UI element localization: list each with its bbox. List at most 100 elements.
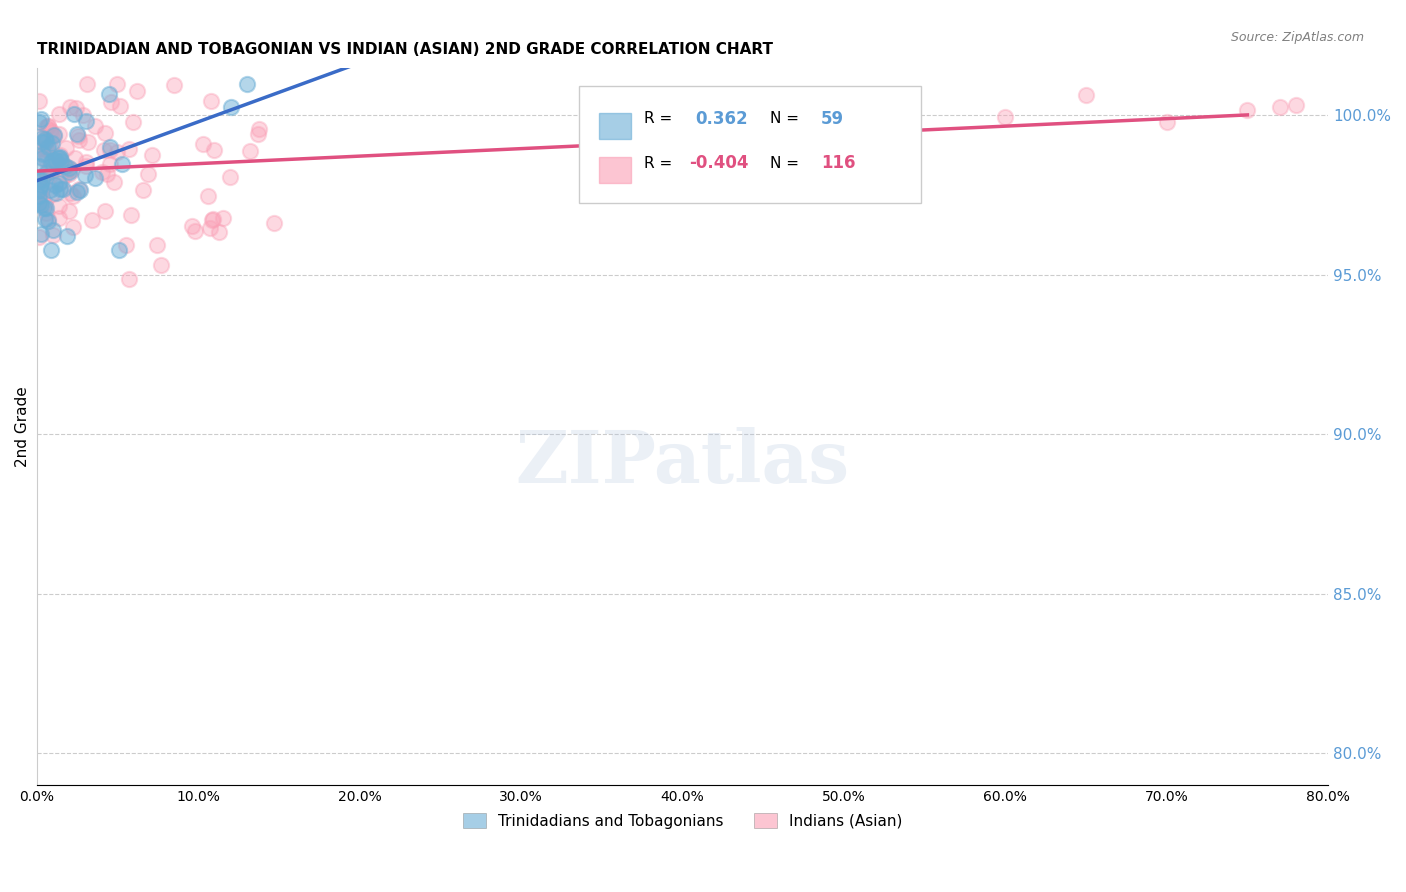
Point — [35, 166, 58, 180]
Point — [27, 173, 49, 187]
Point — [51, 174, 73, 188]
Point — [38, 183, 60, 197]
Point — [27, 159, 49, 173]
Point — [48, 151, 70, 165]
Point — [49, 182, 72, 196]
Point — [94, 203, 117, 218]
Point — [37, 143, 59, 157]
Point — [39, 126, 62, 140]
Point — [37, 214, 59, 228]
Point — [48, 150, 70, 164]
Point — [198, 220, 221, 235]
Point — [42, 222, 65, 236]
Point — [141, 148, 163, 162]
Point — [98, 157, 121, 171]
Point — [34, 132, 56, 146]
Point — [59, 186, 82, 200]
Point — [247, 122, 270, 136]
Point — [27, 172, 49, 186]
Point — [35, 206, 58, 220]
Point — [69, 183, 91, 197]
Text: N =: N = — [770, 155, 800, 170]
Point — [201, 212, 224, 227]
Point — [236, 77, 259, 91]
Point — [197, 188, 219, 202]
Point — [44, 128, 66, 142]
Point — [49, 148, 72, 162]
Point — [38, 165, 60, 179]
Point — [39, 154, 62, 169]
Point — [97, 87, 120, 101]
Point — [132, 183, 155, 197]
Point — [55, 229, 77, 244]
Point — [27, 171, 49, 186]
Point — [1156, 114, 1178, 128]
Point — [67, 133, 90, 147]
Point — [32, 197, 55, 211]
Point — [28, 183, 51, 197]
Point — [35, 153, 58, 167]
Text: Source: ZipAtlas.com: Source: ZipAtlas.com — [1230, 31, 1364, 45]
Point — [30, 196, 52, 211]
Point — [201, 211, 224, 226]
Point — [115, 237, 138, 252]
Point — [84, 171, 107, 186]
Point — [35, 201, 58, 215]
Point — [31, 146, 53, 161]
Point — [44, 128, 66, 143]
Point — [35, 120, 58, 134]
Point — [27, 196, 49, 211]
Point — [208, 225, 231, 239]
Point — [51, 156, 73, 170]
Point — [49, 154, 72, 169]
Point — [35, 142, 58, 156]
Point — [32, 141, 55, 155]
Point — [103, 175, 125, 189]
Point — [125, 85, 148, 99]
Point — [42, 228, 65, 243]
Point — [150, 258, 173, 272]
Point — [27, 230, 49, 244]
Point — [75, 114, 97, 128]
Point — [41, 128, 63, 143]
Point — [80, 213, 103, 227]
Point — [60, 162, 83, 177]
Point — [110, 99, 132, 113]
Point — [202, 143, 225, 157]
Point — [58, 204, 80, 219]
Point — [93, 143, 115, 157]
Point — [32, 201, 55, 215]
Legend: Trinidadians and Tobagonians, Indians (Asian): Trinidadians and Tobagonians, Indians (A… — [457, 806, 908, 835]
Point — [58, 161, 80, 175]
Point — [55, 141, 77, 155]
Point — [105, 77, 128, 91]
Point — [39, 122, 62, 136]
Point — [994, 110, 1017, 124]
Point — [58, 167, 80, 181]
Point — [100, 143, 122, 157]
Point — [163, 78, 186, 92]
Point — [263, 216, 285, 230]
Point — [1268, 100, 1291, 114]
Point — [48, 154, 70, 169]
Point — [39, 244, 62, 258]
Text: 59: 59 — [821, 110, 844, 128]
Point — [62, 189, 84, 203]
Point — [67, 128, 90, 143]
Point — [75, 160, 97, 174]
Point — [30, 178, 52, 192]
Point — [77, 135, 100, 149]
Point — [120, 208, 142, 222]
Point — [42, 153, 65, 167]
Point — [31, 173, 53, 187]
Point — [44, 178, 66, 192]
Text: TRINIDADIAN AND TOBAGONIAN VS INDIAN (ASIAN) 2ND GRADE CORRELATION CHART: TRINIDADIAN AND TOBAGONIAN VS INDIAN (AS… — [37, 42, 773, 57]
Point — [41, 186, 63, 201]
Point — [184, 224, 207, 238]
Y-axis label: 2nd Grade: 2nd Grade — [15, 386, 30, 467]
Text: R =: R = — [644, 155, 672, 170]
FancyBboxPatch shape — [579, 86, 921, 203]
Point — [49, 153, 72, 168]
Point — [53, 159, 76, 173]
Point — [63, 151, 86, 165]
